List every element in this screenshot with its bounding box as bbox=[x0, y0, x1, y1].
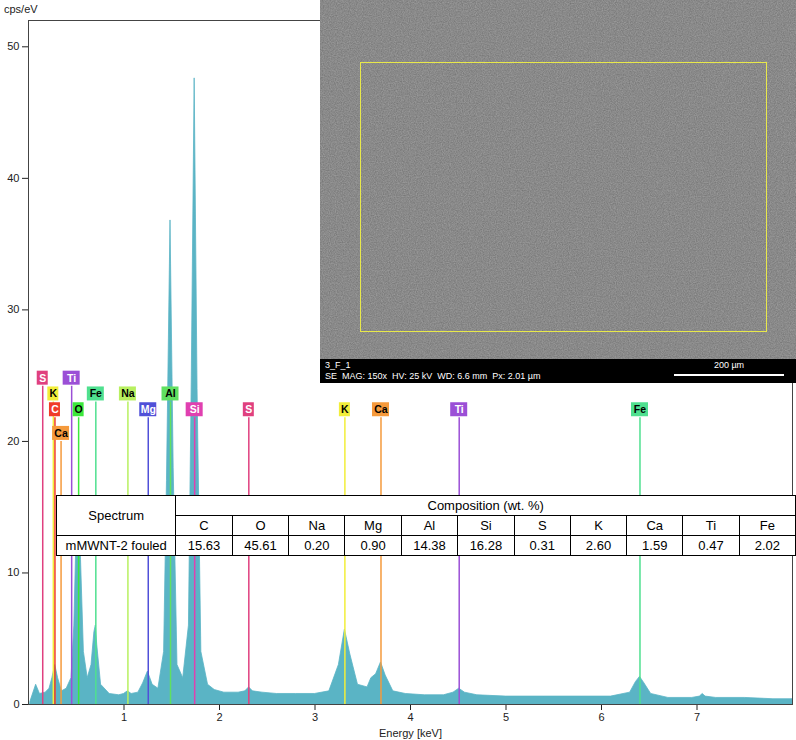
html-text:cps/eV: cps/eV bbox=[4, 3, 38, 15]
svg-text:Si: Si bbox=[190, 403, 200, 415]
svg-text:Mg: Mg bbox=[141, 403, 156, 415]
svg-text:Na: Na bbox=[121, 387, 135, 399]
html-text:0.20: 0.20 bbox=[304, 538, 330, 553]
html-text:S: S bbox=[537, 518, 547, 533]
html-text:Al: Al bbox=[423, 518, 436, 533]
svg-text:Ti: Ti bbox=[67, 372, 76, 384]
svg-text:4: 4 bbox=[407, 711, 413, 723]
svg-text:2: 2 bbox=[216, 711, 222, 723]
html-text:K: K bbox=[594, 518, 603, 533]
html-text:Composition (wt. %): Composition (wt. %) bbox=[427, 498, 544, 513]
html-text:0.47: 0.47 bbox=[698, 538, 724, 553]
html-text:45.61: 45.61 bbox=[244, 538, 277, 553]
svg-text:Ca: Ca bbox=[54, 427, 68, 439]
html-text:Na: Na bbox=[308, 518, 326, 533]
svg-text:Fe: Fe bbox=[634, 403, 646, 415]
html-text:C: C bbox=[199, 518, 209, 533]
svg-text:6: 6 bbox=[598, 711, 604, 723]
svg-text:S: S bbox=[39, 372, 46, 384]
html-text:Mg: Mg bbox=[364, 518, 383, 533]
svg-text:20: 20 bbox=[7, 435, 19, 447]
svg-text:0: 0 bbox=[13, 698, 19, 710]
svg-text:50: 50 bbox=[7, 40, 19, 52]
html-text:0.90: 0.90 bbox=[360, 538, 386, 553]
svg-text:Energy [keV]: Energy [keV] bbox=[379, 727, 442, 739]
html-text:1.59: 1.59 bbox=[642, 538, 668, 553]
html-text:Ca: Ca bbox=[646, 518, 664, 533]
html-text:O: O bbox=[255, 518, 266, 533]
svg-text:3: 3 bbox=[312, 711, 318, 723]
html-text:0.31: 0.31 bbox=[529, 538, 555, 553]
svg-text:Ca: Ca bbox=[374, 403, 388, 415]
html-text:Fe: Fe bbox=[759, 518, 775, 533]
svg-text:Ti: Ti bbox=[455, 403, 464, 415]
html-text:Si: Si bbox=[480, 518, 492, 533]
svg-text:K: K bbox=[341, 403, 349, 415]
svg-text:O: O bbox=[75, 403, 83, 415]
html-text:mMWNT-2 fouled: mMWNT-2 fouled bbox=[65, 538, 167, 553]
svg-text:30: 30 bbox=[7, 303, 19, 315]
svg-text:1: 1 bbox=[121, 711, 127, 723]
html-text:3_F_1 SE MAG: 150x HV: 25 kV W: 3_F_1 SE MAG: 150x HV: 25 kV WD: 6.6 mm … bbox=[325, 360, 541, 381]
html-text:14.38: 14.38 bbox=[413, 538, 446, 553]
html-text:2.02: 2.02 bbox=[754, 538, 780, 553]
html-text:15.63: 15.63 bbox=[187, 538, 221, 553]
svg-text:5: 5 bbox=[503, 711, 509, 723]
svg-text:7: 7 bbox=[694, 711, 700, 723]
svg-text:Al: Al bbox=[165, 387, 176, 399]
svg-text:C: C bbox=[51, 403, 59, 415]
html-text:200 µm: 200 µm bbox=[713, 360, 745, 370]
svg-text:10: 10 bbox=[7, 566, 19, 578]
html-text:Ti: Ti bbox=[705, 518, 717, 533]
svg-text:Fe: Fe bbox=[90, 387, 102, 399]
svg-text:K: K bbox=[50, 387, 58, 399]
svg-text:40: 40 bbox=[7, 172, 19, 184]
svg-text:S: S bbox=[245, 403, 252, 415]
html-text:2.60: 2.60 bbox=[585, 538, 612, 553]
html-text:16.28: 16.28 bbox=[469, 538, 503, 553]
html-text:Spectrum: Spectrum bbox=[88, 508, 144, 523]
